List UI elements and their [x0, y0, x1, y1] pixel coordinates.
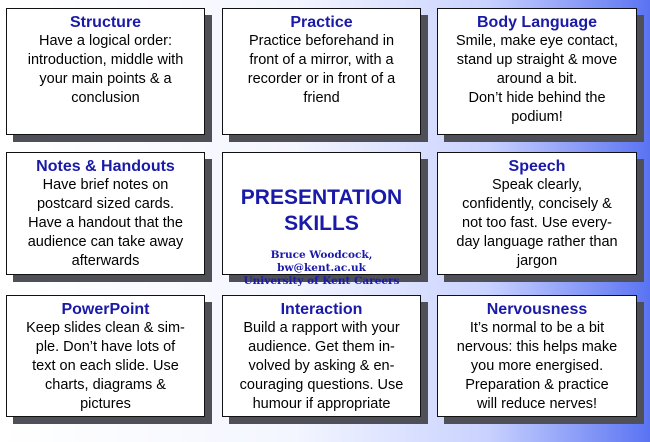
card-line: your main points & a — [39, 71, 172, 87]
card-title: Notes & Handouts — [36, 158, 175, 175]
card-line: It’s normal to be a bit — [469, 320, 605, 336]
card-line: introduction, middle with — [27, 52, 184, 68]
card-line: Have a handout that the — [28, 215, 183, 231]
card-line: day language rather than — [456, 234, 618, 250]
card-body: Keep slides clean & sim- ple. Don’t have… — [11, 319, 200, 414]
card-line: Practice beforehand in — [248, 33, 395, 49]
credit-line: University of Kent Careers — [243, 275, 400, 287]
card-line: audience can take away — [27, 234, 184, 250]
card-powerpoint: PowerPoint Keep slides clean & sim- ple.… — [6, 295, 205, 417]
card-line: not too fast. Use every- — [462, 215, 612, 231]
card-body-language: Body Language Smile, make eye contact, s… — [437, 8, 637, 135]
card-line: volved by asking & en- — [248, 358, 395, 374]
card-line: Don’t hide behind the — [468, 90, 606, 106]
card-line: confidently, concisely & — [462, 196, 612, 212]
card-line: Smile, make eye contact, — [456, 33, 618, 49]
card-title: Structure — [69, 14, 142, 31]
card-body: Speak clearly, confidently, concisely & … — [442, 176, 632, 271]
card-line: couraging questions. Use — [239, 377, 404, 393]
card-title: Body Language — [476, 14, 597, 31]
card-speech: Speech Speak clearly, confidently, conci… — [437, 152, 637, 275]
card-title: Practice — [290, 14, 353, 31]
card-line: Build a rapport with your — [243, 320, 400, 336]
card-title: Nervousness — [486, 301, 588, 318]
presentation-title: PRESENTATION SKILLS — [227, 185, 416, 237]
card-line: ple. Don’t have lots of — [35, 339, 176, 355]
card-line: audience. Get them in- — [248, 339, 395, 355]
card-notes-handouts: Notes & Handouts Have brief notes on pos… — [6, 152, 205, 275]
card-line: conclusion — [71, 90, 140, 106]
card-title: Speech — [508, 158, 566, 175]
card-line: you more energised. — [470, 358, 604, 374]
card-line: text on each slide. Use — [32, 358, 179, 374]
card-line: front of a mirror, with a — [249, 52, 394, 68]
author-credit: Bruce Woodcock, bw@kent.ac.uk University… — [227, 249, 416, 288]
card-line: pictures — [80, 396, 131, 412]
card-body: Smile, make eye contact, stand up straig… — [442, 32, 632, 127]
card-line: jargon — [516, 253, 558, 269]
card-line: Keep slides clean & sim- — [26, 320, 185, 336]
card-line: charts, diagrams & — [45, 377, 166, 393]
card-title: PowerPoint — [61, 301, 150, 318]
center-title-card: PRESENTATION SKILLS Bruce Woodcock, bw@k… — [222, 152, 421, 287]
card-body: Build a rapport with your audience. Get … — [227, 319, 416, 414]
card-line: friend — [303, 90, 340, 106]
card-body: Have a logical order: introduction, midd… — [11, 32, 200, 108]
card-line: nervous: this helps make — [456, 339, 618, 355]
title-line: SKILLS — [284, 212, 359, 235]
card-line: will reduce nerves! — [476, 396, 598, 412]
credit-line: Bruce Woodcock, bw@kent.ac.uk — [270, 249, 373, 274]
card-interaction: Interaction Build a rapport with your au… — [222, 295, 421, 417]
card-body: Practice beforehand in front of a mirror… — [227, 32, 416, 108]
card-line: humour if appropriate — [252, 396, 391, 412]
card-nervousness: Nervousness It’s normal to be a bit nerv… — [437, 295, 637, 417]
card-line: stand up straight & move — [456, 52, 618, 68]
card-line: Have brief notes on — [42, 177, 169, 193]
card-line: recorder or in front of a — [247, 71, 396, 87]
card-structure: Structure Have a logical order: introduc… — [6, 8, 205, 135]
card-line: podium! — [511, 109, 563, 125]
card-title: Interaction — [280, 301, 363, 318]
card-body: Have brief notes on postcard sized cards… — [11, 176, 200, 271]
card-line: Have a logical order: — [39, 33, 172, 49]
card-line: afterwards — [71, 253, 140, 269]
card-body: It’s normal to be a bit nervous: this he… — [442, 319, 632, 414]
title-line: PRESENTATION — [240, 186, 403, 209]
card-line: around a bit. — [496, 71, 578, 87]
card-line: postcard sized cards. — [36, 196, 174, 212]
card-line: Speak clearly, — [492, 177, 582, 193]
card-line: Preparation & practice — [465, 377, 609, 393]
card-practice: Practice Practice beforehand in front of… — [222, 8, 421, 135]
